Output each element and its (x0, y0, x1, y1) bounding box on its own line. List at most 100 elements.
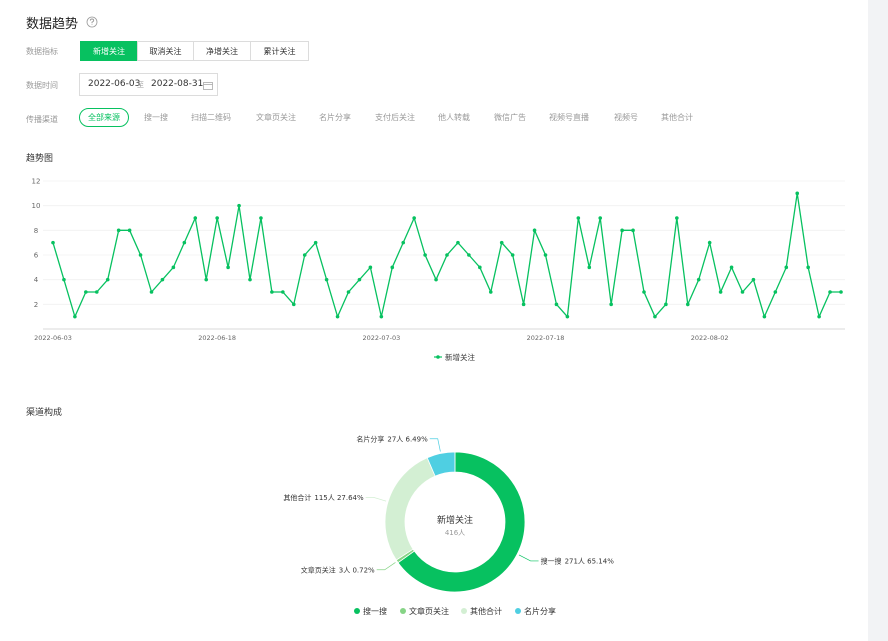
slice-name: 搜一搜 (541, 556, 562, 565)
point (653, 314, 657, 319)
channel-chip[interactable]: 视频号 (614, 113, 638, 122)
point (675, 216, 679, 220)
point (237, 203, 241, 208)
point (127, 228, 132, 233)
point (817, 314, 821, 319)
x-tick-label: 2022-06-03 (34, 334, 72, 342)
channel-chip[interactable]: 全部来源 (79, 108, 129, 127)
page-title: 数据趋势 (26, 17, 79, 32)
date-start: 2022-06-03 (88, 79, 141, 89)
metric-tab[interactable]: 累计关注 (250, 41, 309, 61)
slice-value: 27人 6.49% (387, 435, 428, 443)
center-label: 新增关注 (437, 514, 473, 526)
date-picker[interactable]: 2022-06-03 至 2022-08-31 (79, 73, 218, 96)
x-tick-label: 2022-07-03 (362, 334, 400, 342)
point (335, 314, 340, 319)
calendar-icon (203, 82, 213, 90)
point (379, 314, 384, 319)
point (270, 290, 274, 294)
point (631, 228, 635, 233)
point (94, 290, 99, 294)
point (510, 253, 515, 257)
channel-chip[interactable]: 搜一搜 (144, 113, 168, 122)
point (357, 277, 362, 282)
page: 数据趋势 数据指标 数据时间 2022-06-03 至 2022-08-31 传… (0, 0, 868, 641)
point (204, 277, 209, 282)
point (226, 265, 230, 270)
legend-label: 文章页关注 (409, 606, 449, 616)
slice-name: 文章页关注 (301, 565, 336, 574)
y-tick-label: 2 (34, 301, 38, 309)
point (324, 277, 329, 282)
point (795, 191, 800, 196)
help-icon[interactable] (86, 16, 98, 28)
channel-chip[interactable]: 扫描二维码 (191, 113, 231, 122)
point (291, 302, 296, 307)
slice-label: 文章页关注 3人 0.72% (301, 565, 375, 574)
point (445, 253, 449, 257)
y-tick-label: 4 (34, 276, 39, 284)
point (729, 265, 734, 270)
legend-marker (461, 608, 467, 614)
point (160, 277, 165, 282)
slice-value: 115人 27.64% (314, 494, 364, 502)
point (105, 277, 110, 282)
legend-label: 名片分享 (524, 606, 556, 616)
leader-line (518, 554, 539, 562)
point (773, 290, 778, 294)
legend-marker (354, 608, 360, 614)
point (281, 290, 285, 294)
slice-label: 名片分享 27人 6.49% (356, 434, 428, 443)
channel-chip[interactable]: 文章页关注 (256, 113, 296, 122)
metric-tab[interactable]: 取消关注 (137, 41, 194, 61)
point (313, 240, 318, 245)
channel-chip[interactable]: 视频号直播 (549, 113, 589, 122)
point (828, 290, 832, 294)
donut-segment (384, 457, 436, 561)
point (62, 277, 66, 282)
x-tick-label: 2022-07-18 (527, 334, 565, 342)
channel-chip[interactable]: 其他合计 (661, 113, 693, 122)
legend-marker (515, 608, 521, 614)
metric-tab[interactable]: 净增关注 (193, 41, 251, 61)
point (532, 228, 537, 233)
point (499, 240, 504, 245)
point (412, 216, 416, 220)
point (182, 240, 187, 245)
y-tick-label: 12 (32, 178, 41, 186)
legend-label: 其他合计 (470, 606, 502, 616)
channel-chip[interactable]: 他人转载 (438, 113, 470, 122)
point (664, 302, 668, 307)
point (587, 265, 592, 270)
charts: 趋势图 2 4 6 8 10 12 2022-06-03 2022-06-18 2022-07-0… (26, 152, 845, 616)
metric-tab[interactable]: 新增关注 (80, 41, 138, 61)
point (248, 277, 252, 282)
y-tick-label: 8 (34, 227, 38, 235)
point (346, 290, 351, 294)
point (740, 290, 745, 294)
date-end: 2022-08-31 (151, 79, 204, 89)
date-sep: 至 (137, 81, 144, 89)
slice-name: 其他合计 (283, 493, 311, 502)
point (565, 314, 570, 319)
leader-line (376, 562, 396, 571)
point (478, 265, 482, 270)
x-tick-label: 2022-06-18 (198, 334, 236, 342)
channel-chip[interactable]: 支付后关注 (375, 113, 415, 122)
x-tick-label: 2022-08-02 (691, 334, 729, 342)
point (302, 253, 307, 257)
channel-chip[interactable]: 微信广告 (494, 113, 526, 122)
point (193, 216, 198, 220)
point (554, 302, 559, 307)
point (259, 216, 263, 220)
point (215, 216, 219, 220)
point (456, 240, 460, 245)
point (368, 265, 373, 270)
point (685, 302, 690, 307)
legend-label: 新增关注 (445, 352, 475, 362)
point (751, 277, 756, 282)
slice-label: 其他合计 115人 27.64% (283, 493, 364, 502)
point (423, 253, 427, 257)
channel-chip[interactable]: 名片分享 (319, 113, 351, 122)
point (642, 290, 646, 294)
